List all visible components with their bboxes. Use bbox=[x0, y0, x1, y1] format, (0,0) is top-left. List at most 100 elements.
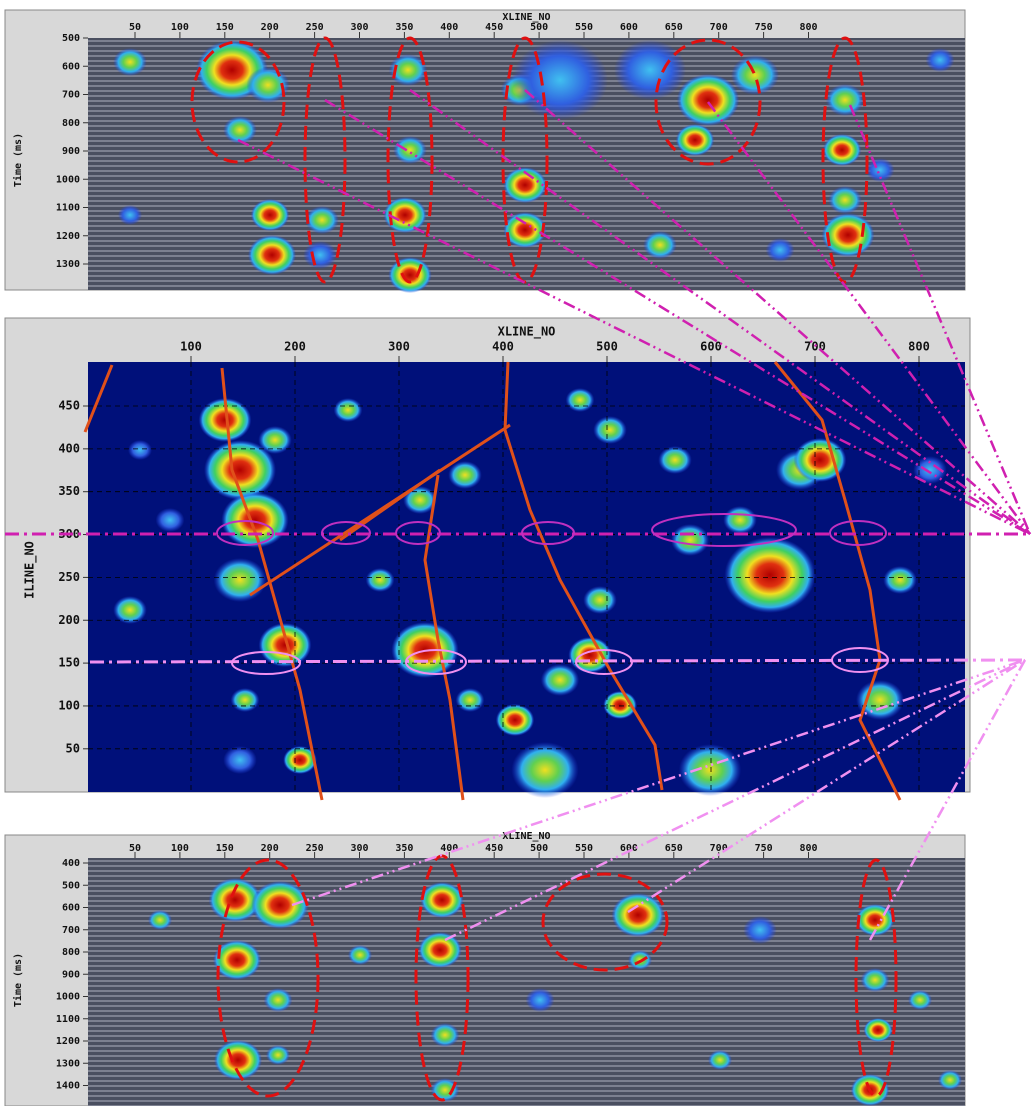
blob bbox=[612, 893, 665, 937]
blob bbox=[334, 398, 363, 422]
y-tick-label: 150 bbox=[58, 656, 80, 670]
figure: XLINE_NO Time (ms) 50 100 150 200 250 300 350 400… bbox=[0, 0, 1032, 1106]
blob bbox=[676, 124, 714, 156]
blob bbox=[251, 881, 309, 929]
x-axis-title: XLINE_NO bbox=[498, 325, 556, 340]
blob bbox=[305, 206, 339, 234]
blob bbox=[743, 916, 777, 944]
blob bbox=[822, 213, 875, 257]
x-tick-label: 800 bbox=[799, 22, 817, 33]
blob bbox=[671, 524, 709, 556]
blob bbox=[593, 416, 627, 444]
blob bbox=[731, 55, 779, 95]
blob bbox=[826, 84, 864, 116]
blob bbox=[148, 910, 172, 930]
y-tick-label: 800 bbox=[62, 118, 80, 129]
blob bbox=[823, 134, 861, 166]
y-tick-label: 350 bbox=[58, 484, 80, 498]
blob bbox=[679, 744, 741, 796]
y-tick-label: 500 bbox=[62, 33, 80, 44]
y-tick-label: 1400 bbox=[56, 1081, 80, 1092]
y-tick-label: 1300 bbox=[56, 259, 80, 270]
blob bbox=[583, 586, 617, 614]
y-tick-label: 200 bbox=[58, 613, 80, 627]
blob bbox=[908, 990, 932, 1010]
y-tick-label: 700 bbox=[62, 925, 80, 936]
blob bbox=[448, 461, 482, 489]
x-tick-label: 650 bbox=[665, 22, 683, 33]
blob bbox=[156, 508, 185, 532]
x-tick-label: 750 bbox=[755, 22, 773, 33]
blob bbox=[568, 637, 611, 673]
blob bbox=[512, 40, 608, 120]
blob bbox=[388, 257, 431, 293]
blob bbox=[118, 205, 142, 225]
y-tick-label: 1200 bbox=[56, 231, 80, 242]
blob bbox=[366, 568, 395, 592]
y-tick-label: 800 bbox=[62, 947, 80, 958]
y-tick-label: 1200 bbox=[56, 1036, 80, 1047]
x-tick-label: 400 bbox=[440, 22, 458, 33]
y-tick-label: 500 bbox=[62, 880, 80, 891]
blob bbox=[431, 1078, 460, 1102]
y-tick-label: 50 bbox=[66, 741, 80, 755]
blob bbox=[456, 688, 485, 712]
x-tick-label: 50 bbox=[129, 22, 141, 33]
blob bbox=[723, 506, 757, 534]
blob bbox=[883, 566, 917, 594]
blob bbox=[708, 1050, 732, 1070]
blob bbox=[526, 988, 555, 1012]
x-tick-label: 600 bbox=[620, 22, 638, 33]
x-tick-label: 500 bbox=[530, 22, 548, 33]
x-tick-label: 150 bbox=[216, 22, 234, 33]
y-tick-label: 100 bbox=[58, 698, 80, 712]
blob bbox=[766, 238, 795, 262]
blob bbox=[643, 231, 677, 259]
y-tick-label: 700 bbox=[62, 90, 80, 101]
y-tick-label: 1300 bbox=[56, 1058, 80, 1069]
x-tick-label: 200 bbox=[261, 22, 279, 33]
y-tick-label: 250 bbox=[58, 570, 80, 584]
y-tick-label: 400 bbox=[62, 858, 80, 869]
blob bbox=[214, 558, 267, 602]
y-tick-label: 600 bbox=[62, 903, 80, 914]
x-tick-label: 250 bbox=[306, 22, 324, 33]
blob bbox=[926, 48, 955, 72]
blob bbox=[496, 704, 534, 736]
blob bbox=[566, 388, 595, 412]
x-tick-label: 500 bbox=[596, 340, 618, 354]
x-tick-label: 200 bbox=[284, 340, 306, 354]
x-tick-label: 800 bbox=[908, 340, 930, 354]
y-tick-label: 400 bbox=[58, 441, 80, 455]
x-tick-label: 550 bbox=[575, 22, 593, 33]
blob bbox=[864, 1018, 893, 1042]
x-tick-label: 600 bbox=[700, 340, 722, 354]
y-tick-label: 900 bbox=[62, 969, 80, 980]
blob bbox=[231, 688, 260, 712]
blob bbox=[221, 492, 288, 548]
blob bbox=[724, 537, 815, 613]
x-tick-label: 700 bbox=[710, 22, 728, 33]
blob bbox=[420, 882, 463, 918]
blob bbox=[248, 235, 296, 275]
y-tick-label: 600 bbox=[62, 61, 80, 72]
blob bbox=[431, 1023, 460, 1047]
blob bbox=[418, 932, 461, 968]
blob bbox=[128, 440, 152, 460]
blob bbox=[113, 48, 147, 76]
blob bbox=[266, 1045, 290, 1065]
blob bbox=[828, 186, 862, 214]
y-axis-title: Time (ms) bbox=[12, 133, 24, 187]
blob bbox=[614, 40, 686, 100]
x-tick-label: 100 bbox=[171, 22, 189, 33]
blob bbox=[223, 746, 257, 774]
y-tick-label: 900 bbox=[62, 146, 80, 157]
x-tick-label: 100 bbox=[180, 340, 202, 354]
x-tick-label: 400 bbox=[492, 340, 514, 354]
y-tick-label: 1100 bbox=[56, 203, 80, 214]
blob bbox=[861, 968, 890, 992]
y-axis-title: ILINE_NO bbox=[23, 541, 38, 599]
x-tick-label: 300 bbox=[350, 22, 368, 33]
x-tick-label: 450 bbox=[485, 22, 503, 33]
y-axis-title: Time (ms) bbox=[12, 953, 24, 1007]
